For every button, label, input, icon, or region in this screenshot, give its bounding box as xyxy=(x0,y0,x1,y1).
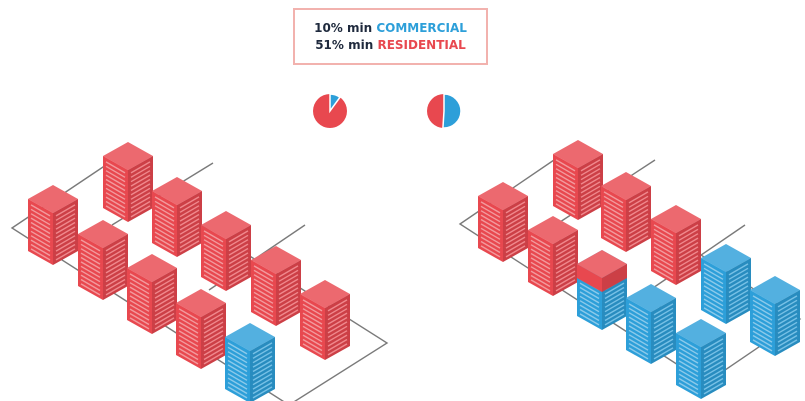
building-commercial xyxy=(676,319,726,399)
mixed-use-roof xyxy=(577,250,627,292)
buildings-layer xyxy=(28,140,800,401)
commercial-min-percent: 10% min xyxy=(314,20,373,35)
pie-1 xyxy=(313,93,347,128)
building-residential xyxy=(251,246,301,326)
building-residential xyxy=(103,142,153,222)
building-residential xyxy=(553,140,603,220)
building-residential xyxy=(528,216,578,296)
pie-commercial-slice xyxy=(329,93,342,114)
building-residential xyxy=(651,205,701,285)
building-residential xyxy=(176,289,226,369)
residential-label: RESIDENTIAL xyxy=(377,37,466,52)
building-residential xyxy=(601,172,651,252)
building-residential xyxy=(152,177,202,257)
building-commercial xyxy=(701,244,751,324)
building-residential xyxy=(300,280,350,360)
building-residential xyxy=(28,185,78,265)
building-residential xyxy=(201,211,251,291)
pie-charts xyxy=(313,93,462,129)
building-residential xyxy=(127,254,177,334)
building-commercial xyxy=(626,284,676,364)
residential-min-percent: 51% min xyxy=(315,37,374,52)
building-commercial xyxy=(225,323,275,401)
zoning-legend: 10% min COMMERCIAL 51% min RESIDENTIAL xyxy=(293,8,488,65)
building-residential xyxy=(478,182,528,262)
building-residential xyxy=(78,220,128,300)
pie-commercial-slice xyxy=(442,93,462,129)
legend-residential-line: 51% min RESIDENTIAL xyxy=(315,37,466,54)
pie-2 xyxy=(427,93,462,129)
legend-commercial-line: 10% min COMMERCIAL xyxy=(314,20,467,37)
commercial-label: COMMERCIAL xyxy=(376,20,467,35)
building-commercial xyxy=(750,276,800,356)
